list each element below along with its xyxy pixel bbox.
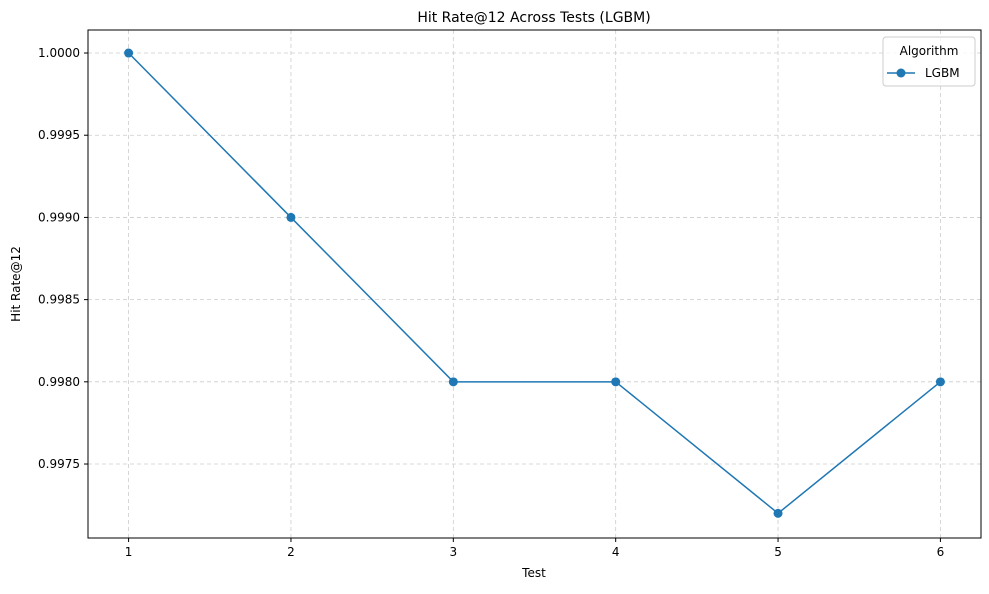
chart-title: Hit Rate@12 Across Tests (LGBM) [417,10,650,26]
x-tick-label: 4 [612,545,620,559]
data-point [935,377,945,387]
y-axis-label: Hit Rate@12 [9,246,23,322]
x-axis-label: Test [521,566,546,580]
y-tick-label: 0.9975 [38,457,80,471]
data-point [773,508,783,518]
legend-marker [896,68,906,78]
x-tick-label: 1 [125,545,133,559]
x-tick-label: 3 [449,545,457,559]
grid-lines [88,30,981,538]
y-tick-label: 1.0000 [38,46,80,60]
data-point [124,48,134,58]
legend: Algorithm LGBM [882,36,976,87]
data-point [611,377,621,387]
series-line-lgbm [128,52,941,515]
legend-title: Algorithm [900,44,959,58]
series-layer [124,48,945,518]
y-tick-label: 0.9990 [38,210,80,224]
x-axis-ticks: 1 2 3 4 5 6 [125,538,944,559]
x-tick-label: 6 [937,545,945,559]
data-point [448,377,458,387]
legend-label-lgbm: LGBM [925,66,960,80]
plot-area-frame [87,29,982,539]
y-tick-label: 0.9995 [38,128,80,142]
x-tick-label: 2 [287,545,295,559]
y-axis-ticks: 0.9975 0.9980 0.9985 0.9990 0.9995 1.0000 [38,46,88,471]
x-tick-label: 5 [774,545,782,559]
data-point [286,212,296,222]
y-tick-label: 0.9985 [38,293,80,307]
y-tick-label: 0.9980 [38,375,80,389]
